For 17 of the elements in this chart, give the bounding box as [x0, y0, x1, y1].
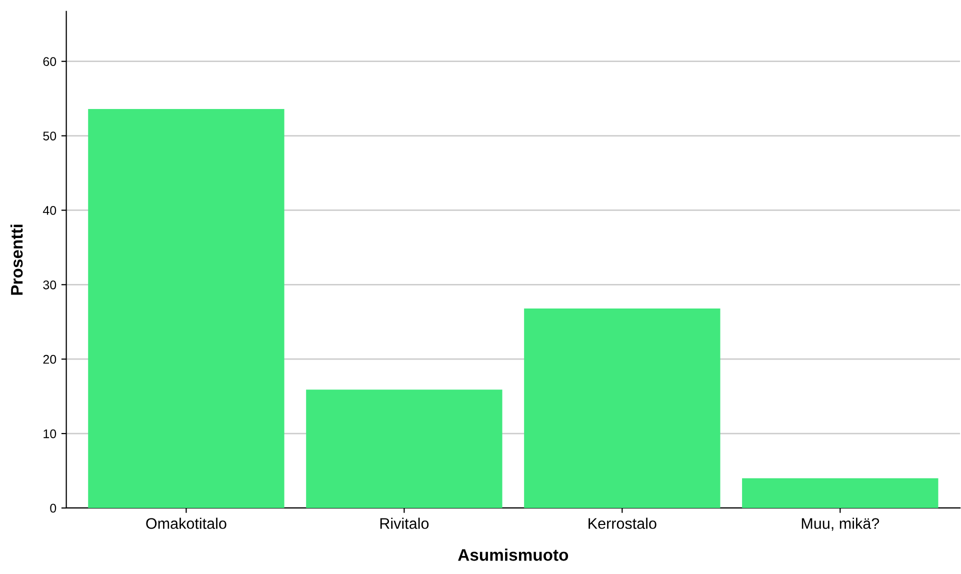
- y-tick-label: 50: [43, 132, 56, 140]
- bar: [88, 108, 284, 508]
- y-tick-label: 20: [43, 354, 56, 364]
- bar: [306, 390, 502, 508]
- bar: [742, 478, 938, 508]
- y-tick-label: 10: [44, 429, 56, 438]
- x-tick-label: Omakotitalo: [146, 518, 226, 529]
- y-tick-label: 60: [43, 57, 56, 66]
- bar: [524, 308, 720, 508]
- y-tick-label: 0: [50, 504, 56, 513]
- x-tick-label: Kerrostalo: [588, 518, 656, 529]
- y-tick-label: 40: [42, 206, 56, 215]
- x-tick-label: Rivitalo: [380, 518, 429, 529]
- x-tick-label: Muu, mikä?: [802, 518, 880, 531]
- y-axis-title: Prosentti: [10, 224, 23, 295]
- x-axis-title: Asumismuoto: [458, 548, 568, 561]
- y-tick-label: 30: [43, 280, 56, 290]
